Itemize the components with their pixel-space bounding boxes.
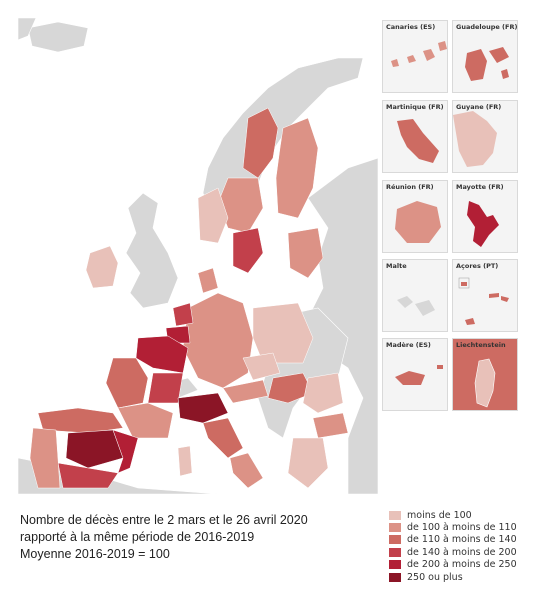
region-hungary [267, 372, 314, 404]
mayotte-shape [467, 201, 499, 247]
inset-label: Madère (ES) [386, 341, 431, 349]
malta-shape [397, 296, 435, 316]
legend-swatch [389, 560, 401, 570]
region-bulgaria [312, 412, 349, 439]
region-sweden-south [232, 227, 264, 274]
region-portugal [29, 427, 61, 489]
region-denmark [197, 267, 219, 294]
acores-shape [458, 277, 509, 325]
legend-swatch [389, 535, 401, 545]
land-greenland-edge [18, 18, 37, 41]
region-italy-south [229, 452, 264, 489]
region-spain-east [112, 429, 139, 474]
region-germany [182, 292, 254, 389]
region-spain-central [65, 429, 124, 469]
region-finland [275, 117, 319, 219]
caption-line-1: Nombre de décès entre le 2 mars et le 26… [20, 513, 308, 527]
land-iceland [27, 21, 89, 53]
inset-mayotte: Mayotte (FR) [452, 180, 518, 253]
region-ireland [85, 245, 119, 289]
region-netherlands [172, 302, 194, 327]
inset-madeira: Madère (ES) [382, 338, 448, 411]
inset-label: Canaries (ES) [386, 23, 436, 31]
region-norway-s [197, 187, 229, 244]
legend-item: 250 ou plus [389, 571, 539, 583]
liechtenstein-shape [474, 358, 496, 408]
legend-item: moins de 100 [389, 509, 539, 521]
legend-item: de 140 à moins de 200 [389, 546, 539, 558]
inset-reunion: Réunion (FR) [382, 180, 448, 253]
guadeloupe-shape [465, 47, 509, 81]
legend-label: moins de 100 [407, 509, 472, 521]
legend-label: de 100 à moins de 110 [407, 522, 517, 534]
inset-label: Martinique (FR) [386, 103, 444, 111]
inset-label: Liechtenstein [456, 341, 506, 349]
land-uk [125, 192, 179, 309]
inset-malta: Malte [382, 259, 448, 332]
legend-item: de 100 à moins de 110 [389, 521, 539, 533]
region-italy-central [202, 417, 244, 459]
region-spain-south [57, 462, 119, 489]
legend-label: de 110 à moins de 140 [407, 534, 517, 546]
guyane-shape [453, 111, 497, 167]
legend-swatch [389, 510, 401, 520]
inset-canarias: Canaries (ES) [382, 20, 448, 93]
region-italy-north [177, 392, 229, 424]
inset-guadeloupe: Guadeloupe (FR) [452, 20, 518, 93]
region-baltics [287, 227, 324, 279]
map-caption: Nombre de décès entre le 2 mars et le 26… [20, 512, 350, 563]
europe-map [18, 18, 378, 494]
inset-label: Réunion (FR) [386, 183, 434, 191]
legend-item: de 200 à moins de 250 [389, 559, 539, 571]
inset-label: Açores (PT) [456, 262, 499, 270]
reunion-shape [395, 201, 441, 243]
region-france-east [147, 372, 184, 404]
region-sardinia [177, 445, 193, 477]
inset-label: Malte [386, 262, 407, 270]
legend-label: de 140 à moins de 200 [407, 546, 517, 558]
martinique-shape [397, 119, 439, 163]
legend-swatch [389, 572, 401, 582]
inset-label: Mayotte (FR) [456, 183, 504, 191]
region-france-west [105, 357, 149, 409]
region-greece [287, 437, 329, 489]
legend-label: 250 ou plus [407, 571, 463, 583]
inset-label: Guyane (FR) [456, 103, 502, 111]
caption-line-3: Moyenne 2016-2019 = 100 [20, 547, 170, 561]
region-france-south [117, 402, 174, 439]
legend-swatch [389, 523, 401, 533]
inset-liechtenstein: Liechtenstein [452, 338, 518, 411]
inset-guyane: Guyane (FR) [452, 100, 518, 173]
region-poland [252, 302, 314, 364]
region-sweden-north [242, 107, 279, 179]
inset-martinique: Martinique (FR) [382, 100, 448, 173]
region-austria [222, 379, 269, 404]
madeira-shape [395, 365, 443, 385]
inset-label: Guadeloupe (FR) [456, 23, 518, 31]
legend-label: de 200 à moins de 250 [407, 559, 517, 571]
canarias-shape [391, 41, 447, 67]
caption-line-2: rapporté à la même période de 2016-2019 [20, 530, 255, 544]
legend-item: de 110 à moins de 140 [389, 534, 539, 546]
region-romania [302, 372, 344, 414]
region-czech [242, 352, 281, 381]
legend-swatch [389, 547, 401, 557]
map-legend: moins de 100 de 100 à moins de 110 de 11… [389, 509, 539, 583]
map-svg [18, 18, 378, 494]
inset-acores: Açores (PT) [452, 259, 518, 332]
